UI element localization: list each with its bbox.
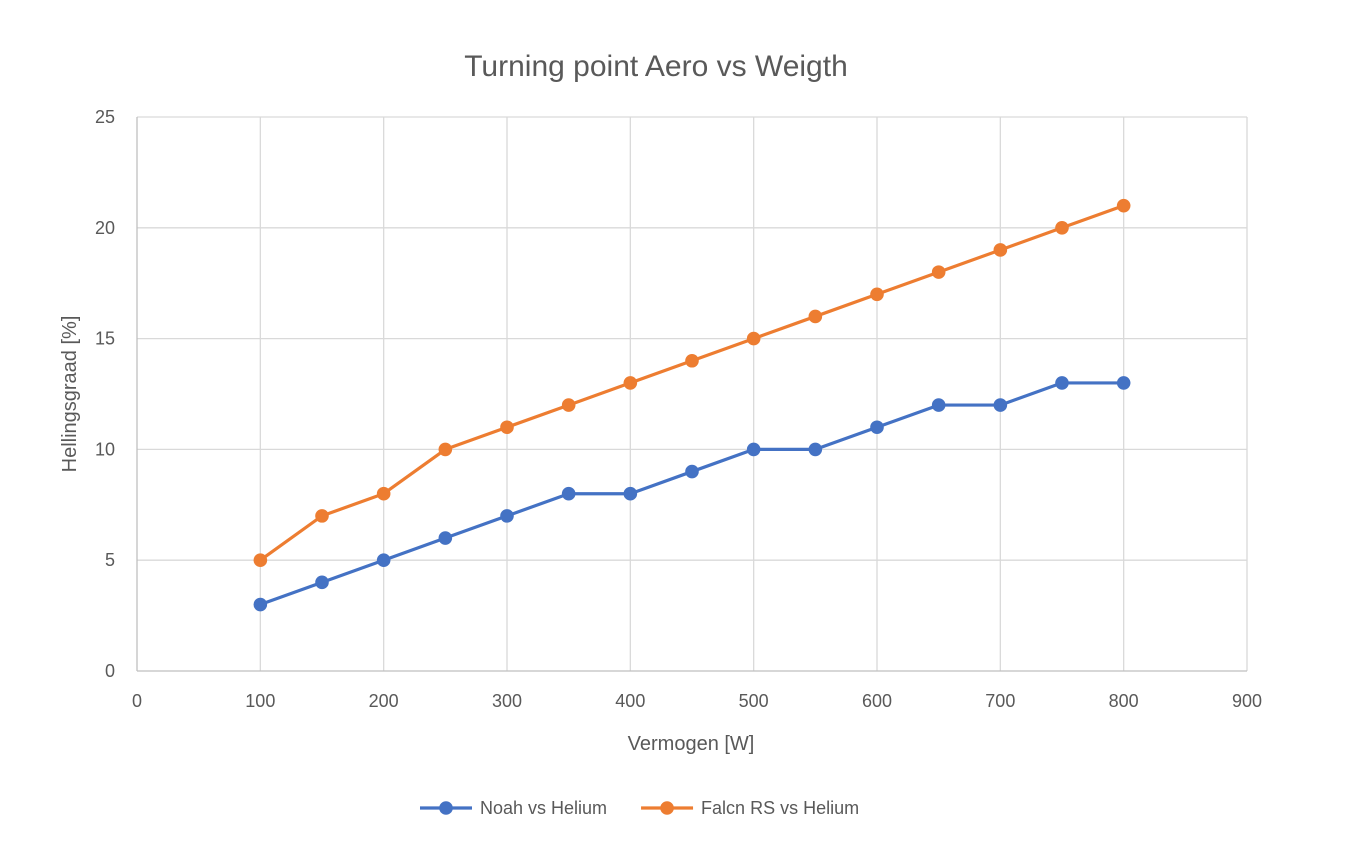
x-tick-label: 800: [1109, 691, 1139, 711]
data-point: [623, 376, 638, 390]
data-point: [376, 553, 391, 567]
data-point: [808, 309, 823, 324]
legend-label: Falcn RS vs Helium: [701, 798, 859, 818]
data-point: [438, 531, 453, 545]
data-point: [870, 420, 884, 435]
series-1: [253, 376, 1131, 612]
data-point: [1116, 198, 1131, 213]
data-point: [500, 509, 514, 523]
data-point: [1055, 221, 1069, 235]
data-point: [993, 398, 1008, 412]
data-point: [438, 442, 453, 457]
data-point: [685, 464, 699, 479]
data-point: [746, 331, 761, 346]
x-tick-label: 600: [862, 691, 892, 711]
x-tick-label: 700: [985, 691, 1015, 711]
data-point: [561, 486, 576, 501]
data-point: [623, 486, 638, 501]
series-layer: [253, 198, 1131, 612]
y-tick-label: 0: [105, 661, 115, 681]
data-point: [931, 398, 946, 412]
data-point: [315, 509, 329, 523]
data-point: [376, 486, 391, 501]
legend-label: Noah vs Helium: [480, 798, 607, 818]
y-tick-label: 5: [105, 550, 115, 570]
x-tick-label: 100: [245, 691, 275, 711]
data-point: [500, 420, 514, 435]
data-point: [315, 575, 329, 590]
x-tick-label: 400: [615, 691, 645, 711]
series-line: [259, 204, 1125, 562]
chart-title: Turning point Aero vs Weigth: [464, 50, 848, 83]
data-point: [561, 398, 576, 412]
legend-item: Falcn RS vs Helium: [641, 798, 859, 818]
data-point: [808, 442, 823, 457]
y-tick-label: 25: [95, 107, 115, 127]
data-point: [870, 287, 884, 302]
series-2: [253, 198, 1131, 567]
legend-marker: [660, 801, 674, 815]
legend-marker: [439, 801, 453, 815]
data-point: [1055, 376, 1069, 390]
x-tick-label: 500: [739, 691, 769, 711]
legend-item: Noah vs Helium: [420, 798, 607, 818]
y-tick-label: 10: [95, 439, 115, 459]
gridlines: [136, 116, 1248, 672]
data-point: [253, 597, 268, 612]
x-tick-label: 0: [132, 691, 142, 711]
data-point: [993, 243, 1008, 257]
x-axis-title: Vermogen [W]: [628, 733, 755, 755]
x-tick-label: 900: [1232, 691, 1262, 711]
y-axis-title: Hellingsgraad [%]: [59, 316, 81, 473]
legend: Noah vs Helium Falcn RS vs Helium: [420, 798, 859, 818]
tick-labels: 0 5 10 15 20 25 0 100 200 300 400 500 600 700 800 900: [95, 107, 1262, 711]
data-point: [931, 265, 946, 279]
x-tick-label: 200: [369, 691, 399, 711]
data-point: [746, 442, 761, 457]
y-tick-label: 20: [95, 218, 115, 238]
data-point: [1116, 376, 1131, 390]
data-point: [253, 553, 268, 567]
x-tick-label: 300: [492, 691, 522, 711]
y-tick-label: 15: [95, 329, 115, 349]
data-point: [685, 353, 699, 368]
